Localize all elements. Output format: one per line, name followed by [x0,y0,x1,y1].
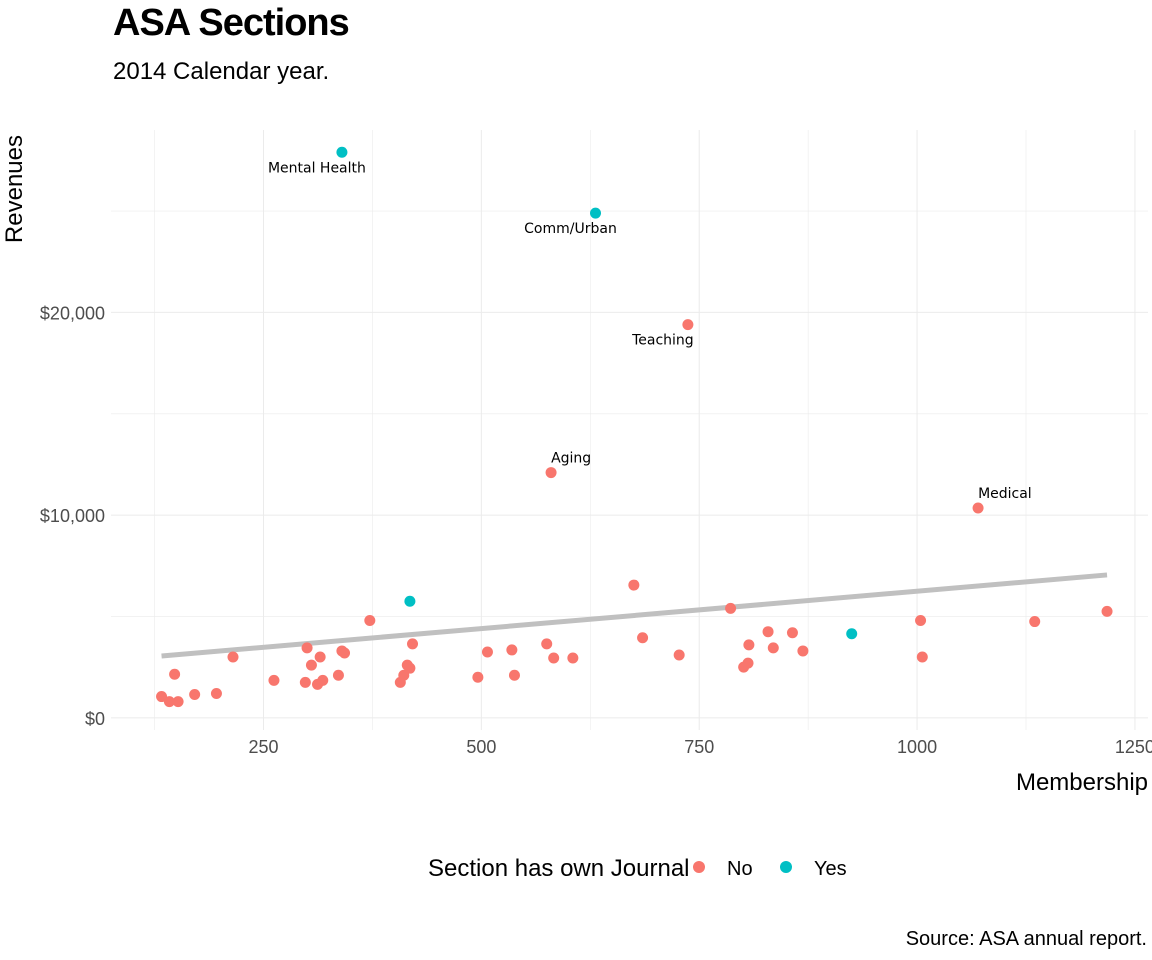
data-point-no [742,657,754,669]
y-tick-label: $20,000 [40,303,105,323]
legend-label-no: No [727,858,753,880]
legend-key-no [693,861,705,873]
data-point-no [210,688,222,700]
chart-caption: Source: ASA annual report. [905,928,1147,950]
point-label: Aging [551,451,591,467]
point-label: Medical [978,486,1032,502]
data-point-no [172,696,184,708]
data-point-no [404,662,416,674]
data-point-no [548,652,560,664]
data-point-no [1029,616,1041,628]
data-point-no [189,689,201,701]
y-axis-title: Revenues [1,135,28,243]
chart-title: ASA Sections [113,2,350,44]
data-point-no [332,669,344,681]
x-tick-label: 1250 [1115,737,1152,757]
data-point-no [673,649,685,661]
data-point-no [156,691,168,703]
points-layer [156,146,1113,708]
data-point-no [508,669,520,681]
data-point-no [407,638,419,650]
point-label: Comm/Urban [524,221,617,237]
x-tick-label: 250 [248,737,278,757]
x-tick-label: 1000 [897,737,937,757]
data-point-no [301,642,313,654]
data-point-no [268,674,280,686]
point-label: Teaching [631,333,694,349]
data-point-no [797,645,809,657]
data-point-no [682,319,694,331]
legend-label-yes: Yes [814,858,847,880]
data-point-no [915,615,927,627]
legend-title: Section has own Journal [428,855,690,882]
data-point-no [637,632,649,644]
data-point-no [1101,605,1113,617]
data-point-no [786,627,798,639]
data-point-no [916,651,928,663]
point-labels: Mental Health Comm/Urban Teaching Aging Medi… [268,160,1032,502]
data-point-no [743,639,755,651]
data-point-no [305,659,317,671]
point-label: Mental Health [268,160,366,176]
legend: Section has own Journal No Yes [428,855,847,882]
data-point-no [169,668,181,680]
data-point-no [227,651,239,663]
data-point-no [163,696,175,708]
data-point-no [314,651,326,663]
data-point-no [317,674,329,686]
data-point-no [472,671,484,683]
data-point-no [725,602,737,614]
data-point-no [628,579,640,591]
trend-line [161,572,1108,659]
data-point-no [545,467,557,479]
data-point-yes [590,207,602,219]
data-point-no [339,647,351,659]
data-point-no [299,676,311,688]
trend-layer [161,572,1108,659]
data-point-no [364,615,376,627]
data-point-yes [336,146,348,158]
data-point-no [767,642,779,654]
data-point-no [567,652,579,664]
x-tick-label: 750 [684,737,714,757]
grid [111,130,1148,730]
data-point-yes [846,628,858,640]
data-point-no [972,502,984,514]
y-tick-label: $0 [85,709,105,729]
data-point-no [506,644,518,656]
legend-key-yes [780,861,792,873]
axis-ticks: 250 500 750 1000 1250 $0 $10,000 $20,000 [40,303,1152,757]
y-tick-label: $10,000 [40,506,105,526]
data-point-yes [404,595,416,607]
data-point-no [481,646,493,658]
x-axis-title: Membership [1016,769,1148,796]
x-tick-label: 500 [466,737,496,757]
data-point-no [762,626,774,638]
chart-subtitle: 2014 Calendar year. [113,58,330,85]
data-point-no [541,638,553,650]
